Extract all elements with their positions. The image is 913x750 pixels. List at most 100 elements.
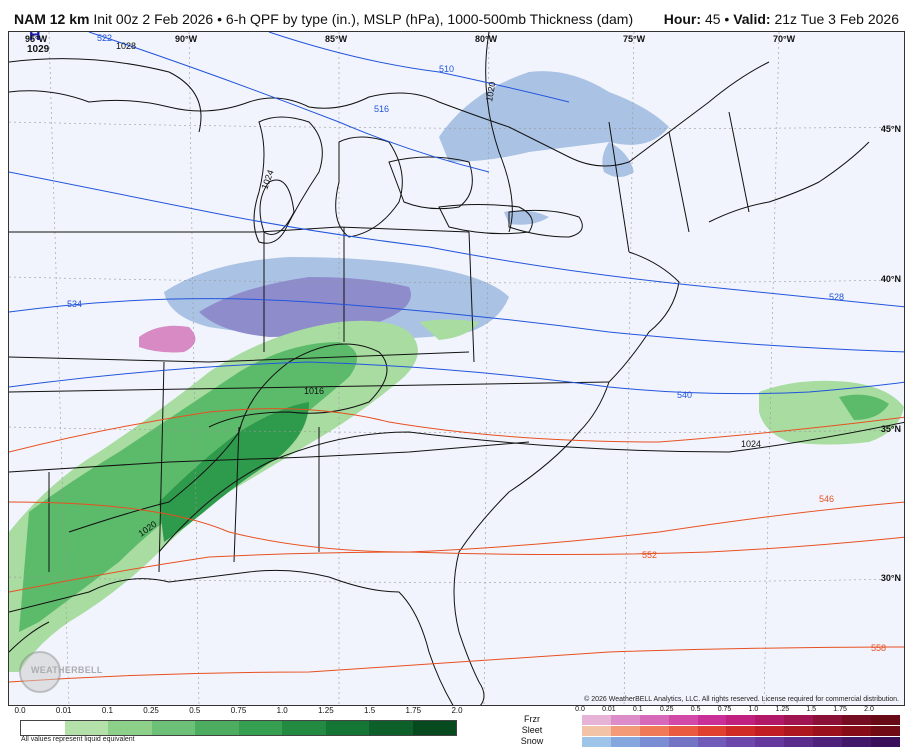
ptype-legend-swatch (610, 737, 640, 747)
precip-freezing-rain (139, 325, 196, 353)
rain-legend-swatch (64, 721, 108, 735)
weatherbell-logo: WEATHERBELL (17, 649, 102, 695)
rain-legend-swatch (195, 721, 239, 735)
rain-legend-tick: 0.01 (55, 706, 72, 715)
legend-note: All values represent liquid equivalent (21, 736, 135, 743)
rain-legend-tick: 0.75 (230, 706, 247, 715)
weather-map[interactable]: H 1029 95°W 90°W 85°W 80°W 75°W 70°W 45°… (8, 31, 905, 706)
lon-label: 90°W (175, 34, 198, 44)
copyright-notice: © 2026 WeatherBELL Analytics, LLC. All r… (584, 696, 899, 703)
rain-legend-tick: 0.0 (14, 706, 26, 715)
ptype-label: Frzr (524, 714, 540, 724)
ptype-legend-swatch (639, 726, 669, 736)
ptype-legend-swatch (697, 737, 727, 747)
ptype-colorbar (582, 737, 900, 747)
ptype-legend-row: Frzr (512, 714, 902, 725)
ptype-legend-swatch (726, 737, 756, 747)
ptype-legend-swatch (784, 715, 814, 725)
ptype-legend-swatch (755, 726, 785, 736)
ptype-label: Sleet (521, 725, 543, 735)
precip-rain (9, 319, 904, 672)
ptype-legend-swatch (697, 726, 727, 736)
rain-legend-tick: 0.25 (143, 706, 159, 715)
ptype-legend-tick: 1.0 (748, 706, 759, 713)
ptype-legend-swatch (870, 726, 900, 736)
ptype-legend-swatch (813, 715, 843, 725)
ptype-legend-swatch (726, 726, 756, 736)
logo-text: WEATHERBELL (31, 665, 103, 675)
ptype-legend-tick: 0.25 (659, 706, 674, 713)
lon-label: 80°W (475, 34, 498, 44)
hour-value: 45 (704, 11, 721, 27)
lon-label: 75°W (623, 34, 646, 44)
ptype-legend-swatch (582, 715, 611, 725)
ptype-legend-tick: 2.0 (864, 706, 874, 713)
lon-label: 70°W (773, 34, 796, 44)
ptype-legend-swatch (582, 726, 611, 736)
political-boundaries (9, 61, 870, 705)
ptype-legend-swatch (870, 715, 900, 725)
ptype-legend-tick: 0.75 (717, 706, 732, 713)
thickness-cold-lines (9, 32, 904, 395)
rain-legend-swatch (412, 721, 456, 735)
rain-legend: 0.0 0.01 0.1 0.25 0.5 0.75 1.0 1.25 1.5 1.75 2.0 A… (14, 706, 463, 750)
header: NAM 12 km Init 00z 2 Feb 2026 • 6-h QPF … (0, 0, 913, 32)
ptype-colorbar (582, 715, 900, 725)
ptype-legend-tick: 1.25 (775, 706, 790, 713)
rain-legend-swatch (282, 721, 326, 735)
rain-legend-tick: 0.5 (189, 706, 201, 715)
rain-legend-tick: 1.75 (405, 706, 422, 715)
rain-legend-swatch (325, 721, 369, 735)
ptype-legend-swatch (697, 715, 727, 725)
ptype-legend-swatch (582, 737, 611, 747)
ptype-legend-swatch (668, 715, 698, 725)
hour-label: Hour: (663, 11, 702, 27)
valid-label: Valid: (733, 11, 771, 27)
ptype-legend-swatch (784, 726, 814, 736)
ptype-legend-swatch (813, 737, 843, 747)
rain-legend-tick: 1.25 (318, 706, 334, 715)
high-pressure-value: 1029 (27, 44, 50, 55)
ptype-legend: 0.0 0.01 0.1 0.25 0.5 0.75 1.0 1.25 1.5 1.75 2.0 F… (512, 706, 900, 750)
ptype-colorbar (582, 726, 900, 736)
rain-legend-swatch (238, 721, 282, 735)
ptype-legend-swatch (668, 737, 698, 747)
init-time: Init 00z 2 Feb 2026 (93, 11, 214, 27)
ptype-legend-swatch (610, 726, 640, 736)
ptype-legend-swatch (668, 726, 698, 736)
ptype-legend-swatch (726, 715, 756, 725)
logo-globe-icon (19, 651, 61, 693)
ptype-legend-swatch (639, 715, 669, 725)
product-name: 6-h QPF by type (in.), MSLP (hPa), 1000-… (225, 11, 634, 27)
ptype-legend-row: Sleet (512, 725, 902, 736)
ptype-legend-tick: 0.0 (575, 706, 585, 713)
isobars (9, 32, 904, 553)
model-name: NAM 12 km (14, 11, 90, 27)
thickness-warm-lines (9, 408, 904, 683)
ptype-legend-swatch (755, 715, 785, 725)
ptype-legend-tick: 0.5 (690, 706, 701, 713)
lat-label: 30°N (880, 573, 901, 583)
ptype-legend-swatch (813, 726, 843, 736)
ptype-legend-swatch (610, 715, 640, 725)
rain-legend-tick: 2.0 (451, 706, 463, 715)
high-pressure-symbol: H (29, 31, 41, 44)
ptype-legend-swatch (870, 737, 900, 747)
rain-legend-swatch (108, 721, 152, 735)
ptype-legend-swatch (755, 737, 785, 747)
ptype-legend-swatch (639, 737, 669, 747)
graticule (9, 32, 904, 705)
lat-label: 35°N (880, 424, 901, 434)
rain-legend-swatch (151, 721, 195, 735)
rain-legend-swatch (21, 721, 65, 735)
ptype-legend-tick: 0.01 (602, 706, 616, 713)
lon-label: 85°W (325, 34, 348, 44)
ptype-legend-swatch (842, 737, 871, 747)
ptype-label: Snow (520, 736, 544, 746)
rain-colorbar (20, 720, 457, 736)
ptype-legend-ticks: 0.0 0.01 0.1 0.25 0.5 0.75 1.0 1.25 1.5 1.75 2.0 (575, 706, 898, 716)
ptype-legend-swatch (842, 715, 871, 725)
ptype-legend-swatch (784, 737, 814, 747)
rain-legend-tick: 1.0 (276, 706, 288, 715)
ptype-legend-row: Snow (512, 736, 902, 747)
